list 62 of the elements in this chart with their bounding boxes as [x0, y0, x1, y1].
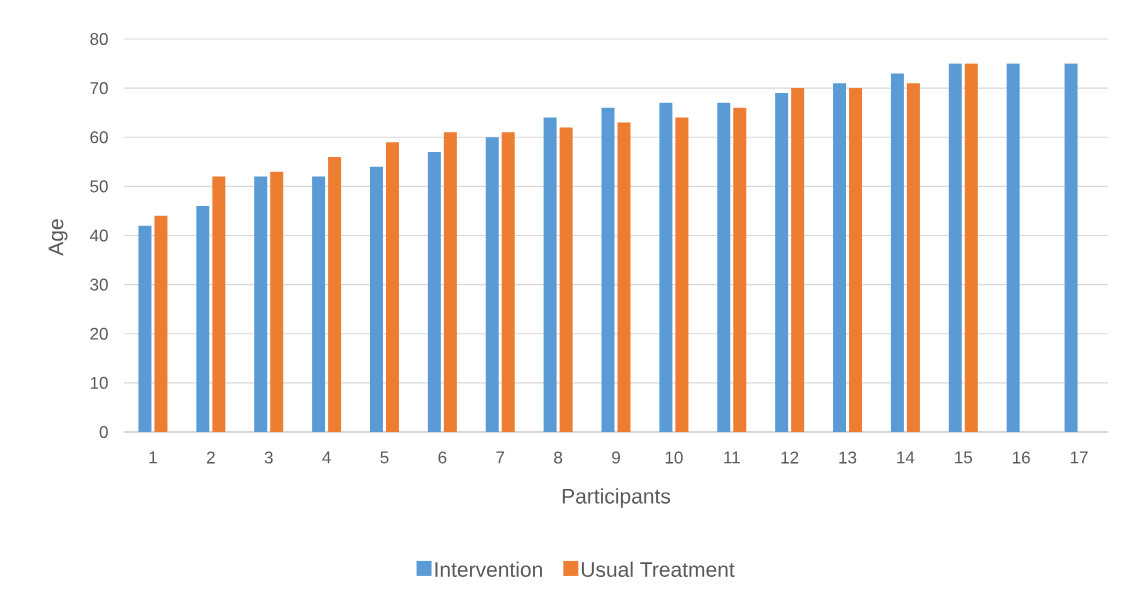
x-tick-label: 9 [612, 451, 620, 464]
y-tick-label: 10 [90, 376, 108, 389]
bar [906, 83, 920, 432]
x-tick-label: 11 [724, 451, 740, 464]
bar [443, 132, 457, 432]
y-tick-label: 30 [90, 278, 108, 291]
y-tick-label: 20 [90, 327, 108, 340]
x-tick-label: 5 [380, 451, 389, 464]
bar [849, 88, 863, 432]
bar [485, 137, 499, 432]
bar [601, 107, 615, 432]
x-tick-label: 15 [955, 451, 973, 464]
x-tick-label: 10 [665, 451, 683, 464]
bar [964, 63, 978, 432]
y-tick-label: 80 [90, 32, 108, 46]
bar [659, 102, 673, 432]
bar [427, 151, 441, 432]
bar [212, 176, 226, 432]
bar [254, 176, 268, 432]
y-tick-label: 40 [89, 229, 108, 242]
x-tick-label: 8 [554, 451, 563, 464]
bar [312, 176, 326, 432]
bar [1064, 63, 1078, 432]
legend-label: Usual Treatment [581, 561, 735, 577]
bar [775, 93, 789, 432]
x-axis-title: Participants [562, 488, 671, 508]
x-tick-label: 14 [897, 451, 915, 464]
y-tick-label: 0 [99, 425, 108, 439]
bar [675, 117, 689, 432]
bar [733, 107, 747, 432]
bar [948, 63, 962, 432]
bar [138, 225, 152, 432]
bar [833, 83, 847, 432]
x-tick-label: 3 [264, 451, 273, 464]
legend-label: Intervention [435, 561, 542, 577]
x-tick-label: 17 [1070, 451, 1088, 464]
x-tick-label: 4 [322, 451, 331, 464]
x-tick-label: 13 [839, 451, 857, 464]
y-tick-label: 60 [90, 131, 108, 144]
bar [617, 122, 631, 432]
bar [328, 156, 342, 432]
x-tick-label: 7 [496, 451, 505, 464]
y-axis-title: Age [48, 219, 68, 256]
bar [196, 206, 210, 432]
y-tick-label: 50 [90, 180, 108, 193]
bar [890, 73, 904, 432]
bar [270, 171, 284, 432]
x-tick-label: 1 [149, 451, 157, 464]
bar [385, 142, 399, 432]
bar [559, 127, 573, 432]
bar [369, 166, 383, 432]
x-tick-label: 16 [1013, 451, 1030, 464]
bar [717, 102, 731, 432]
y-tick-label: 70 [90, 82, 108, 95]
bar [501, 132, 515, 432]
x-tick-label: 12 [781, 451, 799, 464]
bar [1006, 63, 1020, 432]
bar [791, 88, 805, 432]
bar [154, 215, 168, 432]
bar [543, 117, 557, 432]
x-tick-label: 2 [206, 451, 215, 464]
x-tick-label: 6 [438, 451, 447, 464]
